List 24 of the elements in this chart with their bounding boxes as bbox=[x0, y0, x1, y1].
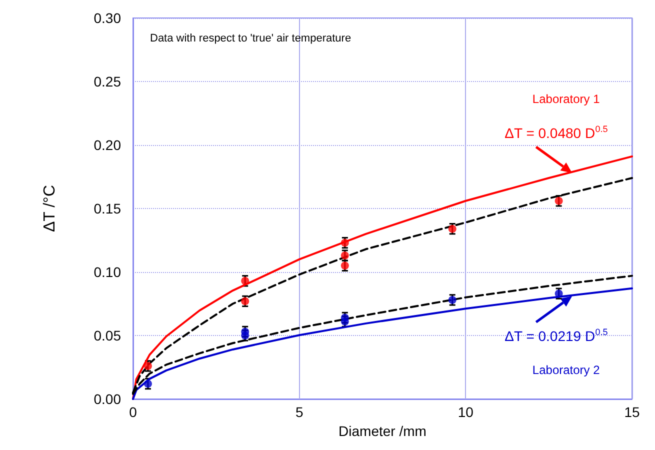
y-tick-label: 0.00 bbox=[94, 391, 122, 407]
y-tick-label: 0.10 bbox=[94, 264, 122, 280]
x-tick-label: 15 bbox=[624, 404, 640, 420]
text: Laboratory 1 bbox=[532, 92, 600, 106]
x-tick-label: 5 bbox=[295, 404, 304, 420]
x-tick-label: 10 bbox=[458, 404, 474, 420]
point bbox=[448, 296, 456, 304]
point bbox=[241, 297, 250, 306]
point bbox=[144, 380, 152, 388]
text: Laboratory 2 bbox=[532, 363, 600, 378]
y-tick-label: 0.30 bbox=[94, 10, 122, 26]
point bbox=[144, 362, 152, 370]
point bbox=[554, 290, 563, 298]
y-axis-title: ΔT /°C bbox=[42, 184, 58, 232]
x-tick-label: 0 bbox=[129, 404, 138, 420]
point bbox=[241, 276, 250, 285]
text: Data with respect to 'true' air temperature bbox=[150, 32, 352, 44]
y-tick-label: 0.15 bbox=[94, 200, 122, 216]
y-tick-label: 0.25 bbox=[94, 74, 122, 90]
point bbox=[448, 224, 456, 233]
y-tick-label: 0.05 bbox=[94, 328, 122, 344]
x-axis-title: Diameter /mm bbox=[338, 422, 426, 439]
point bbox=[554, 196, 563, 205]
y-tick-label: 0.20 bbox=[94, 137, 122, 153]
